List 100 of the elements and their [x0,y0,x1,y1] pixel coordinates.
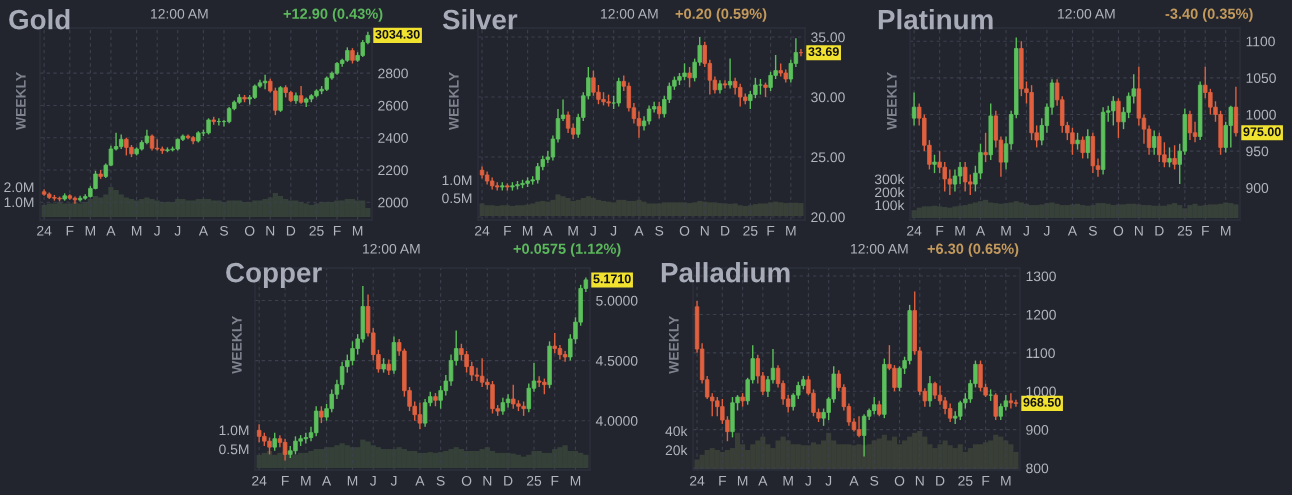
chart-title: Platinum [878,9,993,30]
x-tick-label: N [483,476,492,486]
y-tick-label: 25.00 [811,152,845,163]
text: WEEKLY [669,315,679,374]
x-tick-label: F [333,226,341,236]
x-tick-label: A [198,226,209,236]
text: +0.20 (0.59%) [675,8,767,22]
x-tick-label: D [286,226,296,236]
x-tick-label: A [758,476,768,486]
x-tick-label: A [1067,226,1078,236]
x-tick-label: M [783,476,793,486]
y2-tick-label: 0.5M [442,193,472,204]
x-tick-label: M [786,226,796,236]
x-tick-label: N [700,226,709,236]
x-tick-label: 25 [743,225,758,236]
x-tick-label: A [415,476,425,486]
chart-title: Silver [442,9,518,30]
x-tick-label: D [936,476,945,486]
x-tick-label: F [551,476,559,486]
x-tick-label: F [982,476,990,486]
x-tick-label: M [352,226,363,236]
x-tick-label: S [219,225,228,236]
x-tick-label: M [522,226,533,236]
x-tick-label: D [721,226,730,236]
x-tick-label: S [655,225,664,236]
x-tick-label: 24 [907,225,922,236]
y2-tick-label: 2.0M [4,182,34,193]
text: 5.1710 [593,274,631,284]
y-tick-label: 900 [1246,183,1269,193]
x-tick-label: J [369,476,376,486]
text: +12.90 (0.43%) [283,8,383,22]
x-tick-label: J [590,226,596,236]
y2-tick-label: 40k [665,425,688,437]
x-tick-label: M [347,476,358,486]
y-tick-label: 800 [1026,463,1049,474]
chart-subtitle: 12:00 AM [1058,8,1115,19]
x-tick-label: F [767,226,775,236]
x-tick-label: F [719,476,727,486]
x-tick-label: S [1088,225,1097,236]
x-tick-label: M [301,476,311,486]
chart-title: Gold [9,9,70,30]
y-tick-label: 5.0000 [596,295,638,306]
text: WEEKLY [887,72,897,131]
x-tick-label: J [1043,226,1050,236]
x-tick-label: J [610,226,617,236]
text: 33.69 [808,47,839,57]
x-tick-label: F [1202,226,1209,236]
chart-title: Palladium [661,262,790,283]
x-tick-label: M [737,476,748,486]
text: -3.40 (0.35%) [1165,8,1253,22]
x-tick-label: J [390,476,397,486]
x-tick-label: F [281,476,289,486]
x-tick-label: O [1113,225,1124,236]
y-tick-label: 2400 [378,133,408,143]
y-tick-label: 35.00 [811,32,845,43]
x-tick-label: M [85,226,96,236]
y2-tick-label: 0.5M [219,444,249,455]
x-tick-label: M [570,476,581,486]
x-tick-label: D [504,476,513,486]
x-tick-label: M [1001,226,1011,236]
y-tick-label: 4.0000 [595,416,638,426]
y-tick-label: 1300 [1026,271,1056,282]
y-tick-label: 1000 [1026,386,1056,397]
y2-tick-label: 100k [875,200,905,211]
y-tick-label: 2000 [378,197,408,208]
x-tick-label: F [504,226,512,236]
x-tick-label: J [174,226,181,236]
x-tick-label: S [870,475,879,486]
y2-tick-label: 1.0M [219,425,249,436]
x-tick-label: J [825,476,832,486]
text: 968.50 [1023,397,1061,407]
y-tick-label: 2600 [378,100,408,111]
y2-tick-label: 20k [665,444,688,456]
x-tick-label: 25 [309,225,324,236]
chart-title: Copper [226,262,322,288]
text: WEEKLY [16,72,26,131]
x-tick-label: S [436,475,445,486]
text: +0.0575 (1.12%) [513,243,621,257]
x-tick-label: A [543,226,553,236]
y-tick-label: 900 [1026,425,1049,435]
x-tick-label: N [266,226,275,236]
x-tick-label: F [936,226,944,236]
x-tick-label: A [849,476,859,486]
x-tick-label: A [321,476,332,486]
x-tick-label: F [66,226,74,236]
x-tick-label: 24 [37,225,52,236]
y-tick-label: 1100 [1246,36,1275,47]
x-tick-label: M [1221,226,1231,236]
y-tick-label: 4.5000 [595,355,638,366]
x-tick-label: 24 [475,225,490,236]
x-tick-label: N [1134,226,1143,236]
y-tick-label: 2800 [378,68,408,79]
chart-subtitle: 12:00 AM [601,8,658,19]
x-tick-label: O [679,225,690,236]
y2-tick-label: 300k [874,174,905,185]
x-tick-label: 24 [690,475,705,486]
y-tick-label: 1200 [1026,309,1056,320]
x-tick-label: M [955,226,965,236]
y-tick-label: 30.00 [811,92,845,103]
y-tick-label: 2200 [378,165,408,176]
